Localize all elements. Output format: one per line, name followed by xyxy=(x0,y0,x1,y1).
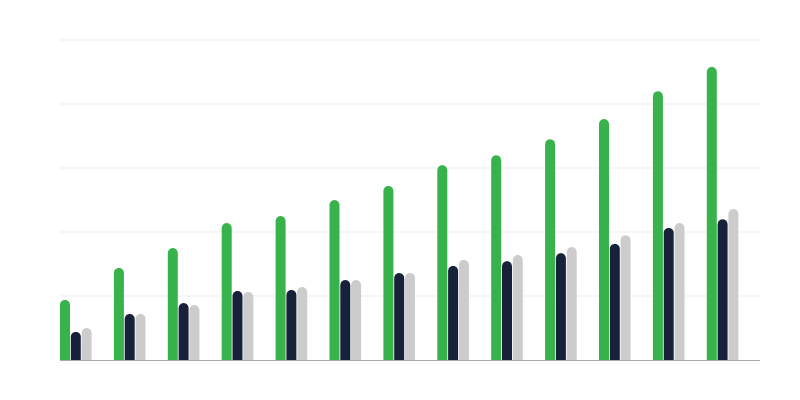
bar-series-3-group-5 xyxy=(297,287,308,360)
bar-series-2-group-8 xyxy=(448,265,459,360)
bar-series-1-group-1 xyxy=(60,299,70,360)
bar-series-1-group-2 xyxy=(113,267,124,360)
bar-series-2-group-4 xyxy=(232,290,243,360)
bar-series-1-group-3 xyxy=(167,248,178,360)
bar-series-2-group-1 xyxy=(70,331,81,360)
bar-series-2-group-3 xyxy=(178,303,189,360)
bar-series-3-group-2 xyxy=(135,313,146,360)
bar-series-1-group-9 xyxy=(491,155,502,360)
bar-series-3-group-11 xyxy=(620,235,631,360)
bar-series-3-group-1 xyxy=(81,328,92,360)
bar-series-1-group-13 xyxy=(706,66,717,360)
bar-series-1-group-8 xyxy=(437,165,448,360)
bar-series-2-group-10 xyxy=(555,253,566,360)
bar-series-1-group-7 xyxy=(383,185,394,360)
bar-series-2-group-13 xyxy=(717,219,728,360)
bar-series-1-group-6 xyxy=(329,200,340,360)
bar-series-1-group-12 xyxy=(652,91,663,360)
bar-series-3-group-8 xyxy=(458,259,469,360)
bar-series-3-group-4 xyxy=(243,291,254,360)
bar-series-2-group-5 xyxy=(286,289,297,360)
bar-series-3-group-7 xyxy=(405,272,415,360)
bar-series-2-group-6 xyxy=(340,280,351,360)
bar-series-3-group-6 xyxy=(351,280,362,360)
bar-series-1-group-4 xyxy=(221,223,232,360)
bar-series-2-group-2 xyxy=(124,313,135,360)
bar-series-1-group-11 xyxy=(599,119,609,360)
bar-series-2-group-9 xyxy=(502,261,512,360)
bar-series-3-group-13 xyxy=(728,208,739,360)
bar-series-2-group-7 xyxy=(394,272,405,360)
bar-series-3-group-3 xyxy=(189,304,200,360)
bar-series-2-group-11 xyxy=(609,243,620,360)
bar-series-3-group-10 xyxy=(566,247,577,360)
bar-series-1-group-5 xyxy=(275,216,286,360)
bar-series-1-group-10 xyxy=(545,139,556,360)
bar-series-2-group-12 xyxy=(663,227,674,360)
bar-series-3-group-9 xyxy=(512,255,523,360)
bar-series-3-group-12 xyxy=(674,223,685,360)
